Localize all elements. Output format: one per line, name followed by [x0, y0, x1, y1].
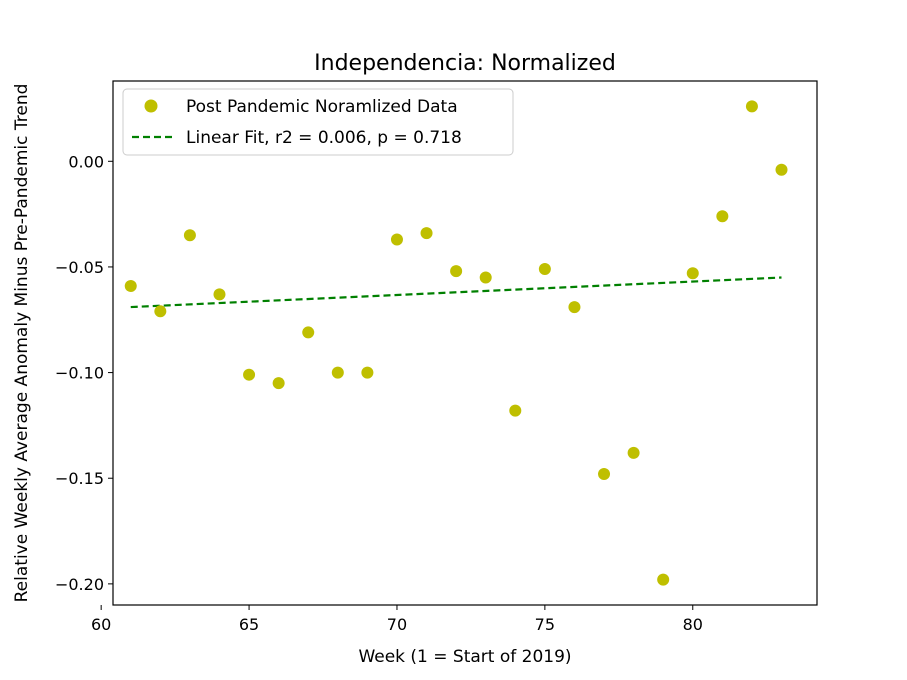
data-point	[361, 366, 374, 379]
data-point	[479, 271, 492, 284]
data-point	[627, 446, 640, 459]
linear-fit-line	[130, 276, 782, 309]
data-point	[450, 265, 463, 278]
data-point	[124, 279, 137, 292]
data-point	[213, 288, 226, 301]
legend-label-fit-line: Linear Fit, r2 = 0.006, p = 0.718	[186, 128, 462, 148]
y-tick-label: −0.05	[55, 258, 104, 277]
data-point	[509, 404, 522, 417]
y-tick-label: −0.10	[55, 364, 104, 383]
data-point	[272, 377, 285, 390]
data-point	[568, 301, 581, 314]
x-axis-label: Week (1 = Start of 2019)	[358, 647, 571, 667]
data-point	[154, 305, 167, 318]
data-point	[775, 163, 788, 176]
x-tick-label: 75	[535, 615, 555, 634]
plot-area: 60 65 70 75 80 0.00 −0.05 −0.10 −0.15 −0.20	[55, 80, 818, 634]
legend-marker-points	[144, 99, 158, 113]
x-tick-label: 60	[91, 615, 111, 634]
data-point	[686, 267, 699, 280]
legend: Post Pandemic Noramlized Data Linear Fit…	[122, 88, 514, 156]
x-tick-label: 80	[683, 615, 703, 634]
data-point	[538, 263, 551, 276]
legend-label-points: Post Pandemic Noramlized Data	[186, 97, 458, 117]
data-point	[243, 368, 256, 381]
x-tick-label: 70	[387, 615, 407, 634]
data-point	[716, 210, 729, 223]
data-point	[390, 233, 403, 246]
y-tick-label: −0.15	[55, 469, 104, 488]
data-point	[331, 366, 344, 379]
y-axis-label: Relative Weekly Average Anomaly Minus Pr…	[12, 84, 32, 603]
data-point	[745, 100, 758, 113]
legend-box	[122, 88, 514, 156]
data-point	[657, 573, 670, 586]
data-point	[183, 229, 196, 242]
data-point	[598, 468, 611, 480]
y-tick-label: −0.20	[55, 575, 104, 594]
chart-title: Independencia: Normalized	[314, 51, 616, 76]
data-point	[302, 326, 315, 339]
data-point	[420, 227, 433, 240]
axes-frame	[112, 80, 818, 606]
y-tick-label: 0.00	[68, 152, 104, 171]
x-tick-label: 65	[239, 615, 259, 634]
